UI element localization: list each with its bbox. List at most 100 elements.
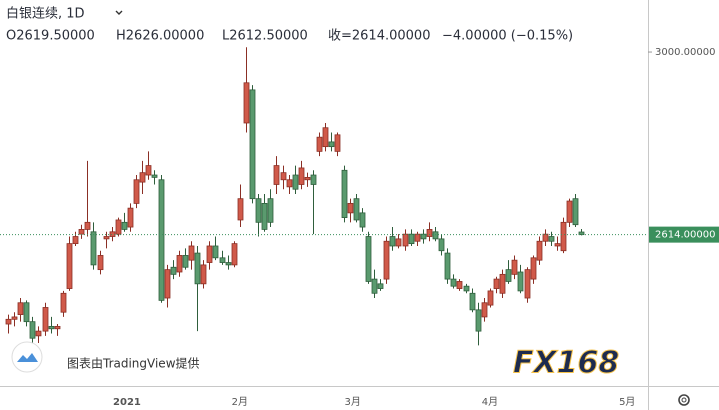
x-tick-label: 2021 xyxy=(113,397,141,408)
candle-body xyxy=(316,136,323,152)
ohlc-header: O2619.50000 H2626.00000 L2612.50000 收=2614.… xyxy=(6,29,573,44)
ohlc-value: 收=2614.00000 xyxy=(328,29,430,44)
candle-body xyxy=(280,172,287,181)
candle-body xyxy=(103,236,110,240)
candle-body xyxy=(5,318,12,325)
candle-body xyxy=(475,309,482,332)
candle-body xyxy=(450,278,457,287)
x-tick-label: 2月 xyxy=(232,396,248,408)
candle-body xyxy=(365,236,372,282)
candle-body xyxy=(23,302,30,323)
candle-body xyxy=(359,212,366,228)
candle-body xyxy=(560,221,567,252)
candle-body xyxy=(90,231,97,266)
candle-body xyxy=(463,285,470,292)
candle-body xyxy=(267,198,274,223)
candle-body xyxy=(176,255,183,273)
candle-body xyxy=(426,229,433,237)
candle-body xyxy=(11,316,18,320)
dropdown-chevron[interactable] xyxy=(115,10,123,15)
candle-body xyxy=(164,269,171,299)
candle-body xyxy=(42,307,49,332)
candle-body xyxy=(133,179,140,204)
ohlc-value: O2619.50000 xyxy=(6,29,95,44)
candle-body xyxy=(341,169,348,218)
plot-area xyxy=(5,47,585,346)
x-tick-label: 4月 xyxy=(482,396,498,408)
candle-body xyxy=(347,203,354,214)
candle-body xyxy=(383,240,390,280)
candle-body xyxy=(542,233,549,242)
candle-body xyxy=(524,269,531,299)
candle-body xyxy=(432,231,439,240)
last-price-box xyxy=(649,226,719,243)
candle-body xyxy=(237,198,244,221)
candle-body xyxy=(115,219,122,235)
candle-body xyxy=(151,174,158,178)
candle-body xyxy=(145,165,152,176)
candle-body xyxy=(261,203,268,230)
candle-body xyxy=(298,167,305,185)
tv-logo xyxy=(17,353,38,362)
last-price-label: 2614.00000 xyxy=(655,230,715,241)
candle-body xyxy=(371,278,378,294)
candle-body xyxy=(231,243,238,266)
candle-body xyxy=(377,283,384,289)
candle-body xyxy=(170,266,177,275)
candle-body xyxy=(48,325,55,330)
candle-body xyxy=(121,221,128,230)
tradingview-badge: 图表由TradingView提供 xyxy=(11,341,200,373)
candle-body xyxy=(194,252,201,285)
candle-body xyxy=(29,321,36,339)
logo: FX168 xyxy=(513,346,619,381)
candle-body xyxy=(66,243,73,289)
candle-body xyxy=(530,257,537,280)
candle-body xyxy=(273,165,280,185)
candle-body xyxy=(225,262,232,266)
candle-body xyxy=(499,273,506,294)
candle-body xyxy=(322,127,329,148)
candle-body xyxy=(334,134,341,152)
candle-body xyxy=(395,238,402,247)
candle-body xyxy=(182,255,189,268)
candle-body xyxy=(139,172,146,183)
candle-body xyxy=(517,271,524,292)
candle-body xyxy=(212,245,219,259)
candle-body xyxy=(438,238,445,252)
tv-logo-circle xyxy=(11,341,43,373)
candle-body xyxy=(328,141,335,148)
candle-body xyxy=(554,243,561,247)
x-tick-label: 5月 xyxy=(619,396,635,408)
candle-body xyxy=(310,174,317,185)
candle-body xyxy=(78,229,85,235)
candle-body xyxy=(469,292,476,311)
symbol-title[interactable]: 白银连续, 1D xyxy=(6,6,85,22)
settings-gear[interactable] xyxy=(678,394,690,406)
candle-body xyxy=(97,255,104,271)
candle-body xyxy=(511,259,518,275)
ohlc-value: H2626.00000 xyxy=(116,29,204,44)
candle-body xyxy=(286,179,293,188)
gear-hole[interactable] xyxy=(681,397,687,403)
candle-body xyxy=(402,233,409,247)
candle-body xyxy=(408,233,415,245)
candle-body xyxy=(353,198,360,221)
candle-body xyxy=(304,176,311,181)
candle-body xyxy=(572,198,579,226)
candle-body xyxy=(188,245,195,261)
candle-body xyxy=(60,292,67,313)
candle-body xyxy=(505,269,512,282)
candle-body xyxy=(200,264,207,285)
candle-body xyxy=(487,290,494,306)
candle-body xyxy=(566,200,573,223)
candle-body xyxy=(444,252,451,280)
candle-body xyxy=(206,245,213,263)
watermark: 图表由TradingView提供 xyxy=(67,356,200,371)
candle-body xyxy=(456,281,463,289)
x-tick-label: 3月 xyxy=(345,396,361,408)
candle-body xyxy=(84,221,91,230)
candle-body xyxy=(255,198,262,223)
gear-icon[interactable] xyxy=(678,394,690,406)
